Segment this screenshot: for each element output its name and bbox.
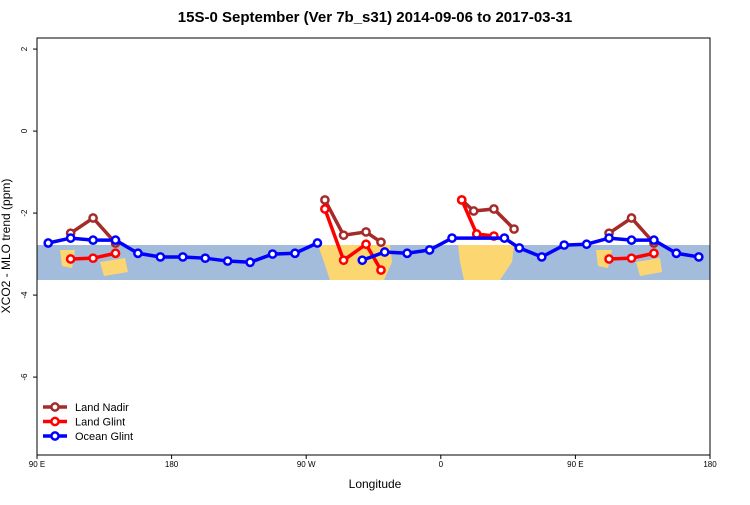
y-tick-label: -2 [20,209,29,217]
y-axis-label: XCO2 - MLO trend (ppm) [0,179,13,314]
point [626,235,637,245]
point [376,265,386,275]
legend-marker [50,416,60,427]
point [581,239,592,250]
x-tick-label: 90 E [29,460,45,469]
legend-marker [50,431,60,441]
point [361,239,371,250]
y-tick-label: -6 [20,373,29,381]
point [245,257,255,268]
x-tick-label: 90 W [297,460,316,469]
point [626,213,637,223]
point [338,230,349,241]
legend-marker [50,402,60,412]
x-tick-label: 90 E [567,460,583,469]
point [361,227,371,237]
point [43,238,54,248]
point [290,248,300,259]
point [499,233,510,243]
legend-label: Land Glint [75,417,125,429]
point [110,248,121,259]
point [626,253,637,264]
point [110,235,121,245]
land-patch [100,258,128,276]
point [65,254,76,264]
point [379,247,390,257]
series-line [460,198,516,231]
chart-title: 15S-0 September (Ver 7b_s31) 2014-09-06 … [178,9,572,26]
x-axis-label: Longitude [349,477,402,491]
point [649,248,659,259]
point [509,224,519,234]
point [649,235,659,245]
land-patch [458,245,514,280]
point [88,253,98,264]
y-tick-label: 2 [20,46,29,51]
y-tick-label: 0 [20,128,29,133]
point [376,237,386,248]
legend-label: Land Nadir [75,402,129,414]
point [604,254,614,264]
point [133,248,143,259]
point [559,240,570,250]
point [177,252,188,262]
point [88,213,98,223]
series-line [323,199,382,244]
point [155,252,166,262]
point [604,233,614,243]
x-tick-label: 180 [703,460,717,469]
point [447,233,457,243]
point [468,206,479,216]
point [536,252,547,262]
point [514,243,525,253]
point [320,195,330,205]
point [320,204,330,214]
point [267,249,278,259]
point [357,255,368,266]
land-patch [636,258,662,276]
x-tick-label: 0 [439,460,444,469]
legend-label: Ocean Glint [75,431,133,443]
point [222,256,233,266]
point [338,255,349,266]
y-tick-label: -4 [20,291,29,299]
point [693,252,704,262]
point [402,248,412,259]
point [200,253,211,264]
point [65,233,76,243]
x-tick-label: 180 [165,460,179,469]
point [456,195,467,205]
point [88,235,98,245]
point [671,248,682,259]
plot-frame [36,37,711,456]
point [424,245,435,255]
point [312,238,323,248]
point [489,204,499,214]
